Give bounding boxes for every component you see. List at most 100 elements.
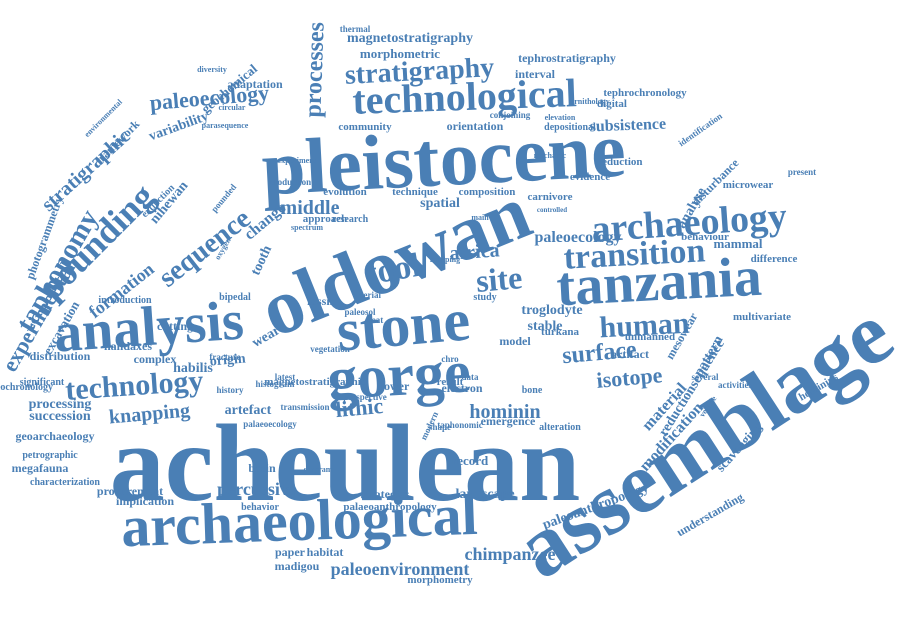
- cloud-word-parasequence: parasequence: [202, 121, 249, 130]
- cloud-word-latest: latest: [275, 372, 296, 382]
- cloud-word-pleistocene: pleistocene: [260, 106, 628, 212]
- cloud-word-sequence: sequence: [153, 203, 257, 294]
- cloud-word-mammal: mammal: [713, 236, 762, 251]
- cloud-word-behavior: behavior: [241, 502, 279, 513]
- cloud-word-subsistence: subsistence: [589, 116, 666, 136]
- cloud-word-characterization: characterization: [30, 477, 100, 488]
- cloud-word-chro: chro: [441, 354, 459, 364]
- cloud-word-technological: technological: [352, 70, 578, 123]
- cloud-word-production: production: [269, 177, 311, 187]
- cloud-word-handaxes: handaxes: [104, 339, 152, 353]
- cloud-word-orientation: orientation: [447, 119, 504, 133]
- cloud-word-thermal: thermal: [340, 24, 371, 34]
- cloud-word-percussive: percussive: [217, 479, 297, 499]
- cloud-word-africa: africa: [449, 239, 500, 264]
- cloud-word-spatial: spatial: [420, 196, 460, 211]
- cloud-word-succession: succession: [29, 409, 91, 424]
- cloud-word-record: record: [452, 453, 489, 468]
- cloud-word-depositional: depositional: [544, 122, 596, 133]
- cloud-word-shape: shape: [429, 422, 451, 432]
- cloud-word-present: present: [788, 167, 816, 177]
- cloud-word-multivariate: multivariate: [733, 311, 791, 323]
- cloud-word-history: history: [217, 385, 245, 395]
- cloud-word-emergence: emergence: [481, 414, 536, 428]
- cloud-word-aerial: aerial: [359, 290, 381, 300]
- cloud-word-processes: processes: [300, 22, 329, 118]
- cloud-word-approach: approach: [303, 213, 347, 225]
- cloud-word-elevation: elevation: [545, 113, 576, 122]
- cloud-word-difference: difference: [751, 253, 798, 265]
- cloud-word-introduction: introduction: [98, 295, 152, 306]
- cloud-word-gorge: gorge: [326, 338, 473, 411]
- cloud-word-paleoecology: paleoecology: [534, 229, 621, 246]
- cloud-word-geochronology: geochronology: [0, 382, 53, 393]
- cloud-word-tephrochronology: tephrochronology: [603, 87, 687, 99]
- cloud-word-composition: composition: [459, 186, 516, 198]
- cloud-word-distribution: distribution: [30, 349, 91, 363]
- cloud-word-community: community: [338, 121, 392, 133]
- cloud-word-paleoenvironment: paleoenvironment: [331, 559, 470, 579]
- cloud-word-tephrostratigraphy: tephrostratigraphy: [518, 51, 616, 65]
- cloud-word-chimpanzee: chimpanzee: [465, 544, 556, 564]
- cloud-word-result: result: [437, 376, 464, 388]
- cloud-word-habitat: habitat: [307, 545, 344, 559]
- cloud-word-procurement: procurement: [97, 484, 163, 498]
- cloud-word-habilis: habilis: [173, 361, 213, 376]
- cloud-word-experiment: experiment: [278, 156, 317, 165]
- cloud-word-hominin: hominin: [469, 401, 540, 423]
- cloud-word-vegetation: vegetation: [310, 344, 350, 354]
- cloud-word-archaeological: archaeological: [120, 482, 479, 559]
- cloud-word-main: main: [471, 213, 489, 222]
- cloud-word-alteration: alteration: [539, 422, 581, 433]
- cloud-word-palaeoanthropology: palaeoanthropology: [343, 501, 437, 513]
- cloud-word-paleosol: paleosol: [344, 307, 376, 317]
- cloud-word-controlled: controlled: [537, 206, 567, 214]
- cloud-word-evidence: evidence: [570, 171, 610, 183]
- cloud-word-morphometry: morphometry: [407, 574, 473, 586]
- cloud-word-artefact: artefact: [225, 403, 272, 418]
- cloud-word-acheulean: acheulean: [110, 402, 581, 524]
- cloud-word-stone: stone: [334, 286, 473, 363]
- cloud-word-bone: bone: [522, 385, 543, 396]
- cloud-word-mapping: mapping: [430, 255, 460, 264]
- cloud-word-transmission: transmission: [280, 402, 329, 412]
- cloud-word-origin: origin: [209, 351, 246, 369]
- cloud-word-technique: technique: [392, 186, 438, 198]
- cloud-word-identification: identification: [677, 111, 725, 148]
- cloud-word-microwear: microwear: [723, 179, 774, 191]
- cloud-word-implication: implication: [116, 494, 174, 508]
- cloud-word-digital: digital: [597, 98, 627, 110]
- cloud-word-troglodyte: troglodyte: [521, 303, 582, 318]
- cloud-word-site: site: [474, 259, 523, 299]
- cloud-word-mechanic: mechanic: [534, 151, 567, 160]
- cloud-word-carnivore: carnivore: [527, 191, 572, 203]
- cloud-word-significant: significant: [20, 377, 65, 388]
- cloud-word-lower: lower: [381, 379, 410, 393]
- cloud-word-morphometric: morphometric: [360, 46, 440, 61]
- cloud-word-taphonomic: taphonomic: [437, 420, 483, 430]
- cloud-word-reduction: reduction: [597, 156, 642, 168]
- cloud-word-strategies: strategies: [361, 487, 410, 501]
- cloud-word-basin: basin: [248, 461, 276, 475]
- cloud-word-processing: processing: [29, 397, 92, 412]
- cloud-word-petrographic: petrographic: [22, 450, 78, 461]
- cloud-word-several: several: [692, 372, 719, 382]
- cloud-word-magnetostratigraphic: magnetostratigraphic: [264, 376, 366, 388]
- cloud-word-perspective: perspective: [343, 392, 386, 402]
- cloud-word-interval: interval: [515, 67, 556, 81]
- cloud-word-evolution: evolution: [323, 186, 366, 198]
- cloud-word-fracture: fracture: [209, 352, 240, 362]
- cloud-word-activities: activities: [718, 380, 752, 390]
- cloud-word-conjoining: conjoining: [490, 110, 531, 120]
- cloud-word-human: human: [599, 307, 691, 345]
- cloud-word-paper: paper: [275, 545, 306, 559]
- cloud-word-model: model: [499, 334, 531, 348]
- cloud-word-bipedal: bipedal: [219, 292, 251, 303]
- cloud-word-spectrum: spectrum: [291, 223, 323, 232]
- cloud-word-electron: electron: [441, 381, 482, 395]
- cloud-word-turkana: turkana: [541, 326, 579, 338]
- cloud-word-middle: middle: [281, 197, 340, 219]
- cloud-word-adaptation: adaptation: [227, 77, 283, 91]
- cloud-word-madigou: madigou: [275, 559, 320, 573]
